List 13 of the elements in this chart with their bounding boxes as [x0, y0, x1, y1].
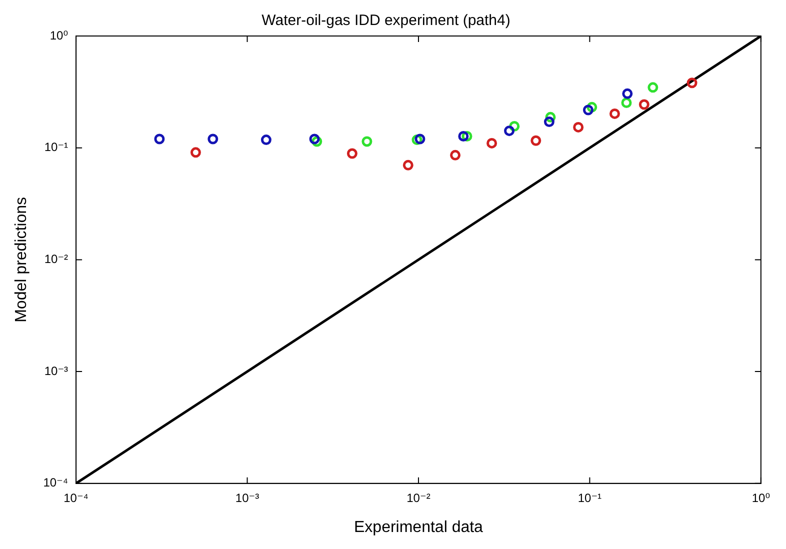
x-tick-label: 10⁰: [752, 490, 770, 505]
y-tick-label: 10⁻¹: [44, 140, 68, 154]
y-tick-label: 10⁻²: [44, 252, 68, 266]
x-tick-label: 10⁻²: [406, 490, 430, 505]
y-tick-label: 10⁻³: [44, 364, 68, 378]
y-tick-label: 10⁰: [50, 28, 68, 42]
x-tick-label: 10⁻³: [235, 490, 260, 505]
x-axis-title: Experimental data: [354, 518, 484, 536]
y-tick-label: 10⁻⁴: [43, 476, 68, 490]
x-tick-label: 10⁻⁴: [64, 490, 88, 505]
x-tick-label: 10⁻¹: [578, 490, 602, 505]
y-axis-title: Model predictions: [13, 196, 30, 322]
chart-title: Water-oil-gas IDD experiment (path4): [262, 12, 510, 30]
